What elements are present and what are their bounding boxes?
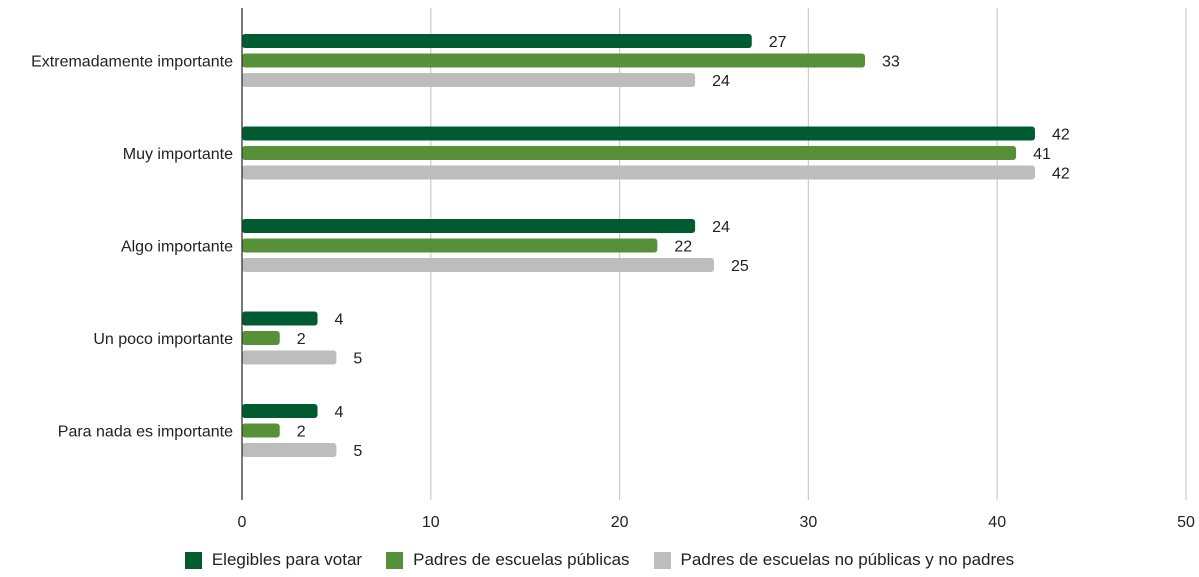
bar-2-1	[242, 238, 658, 253]
data-label-1-2: 42	[1052, 166, 1070, 183]
data-label-2-2: 25	[731, 258, 749, 275]
bar-0-1	[242, 53, 866, 68]
data-label-0-0: 27	[769, 34, 787, 51]
data-label-1-1: 41	[1033, 146, 1051, 163]
bar-4-1	[242, 423, 280, 438]
data-label-2-0: 24	[712, 219, 730, 236]
x-tick-label-4: 40	[988, 514, 1006, 531]
data-label-3-0: 4	[335, 312, 344, 329]
legend-swatch-series-1	[386, 551, 404, 569]
x-tick-label-3: 30	[800, 514, 818, 531]
legend-swatch-series-0	[184, 551, 202, 569]
bar-1-1	[242, 146, 1017, 160]
legend-item-series-1: Padres de escuelas públicas	[386, 550, 630, 570]
bar-2-2	[242, 258, 714, 272]
data-label-4-0: 4	[335, 404, 344, 421]
legend-item-series-0: Elegibles para votar	[184, 550, 363, 570]
bar-2-0	[242, 219, 696, 233]
bar-1-0	[242, 126, 1035, 141]
legend-item-series-2: Padres de escuelas no públicas y no padr…	[653, 550, 1015, 570]
category-label-2: Algo importante	[121, 239, 233, 256]
category-label-1: Muy importante	[123, 146, 233, 163]
x-tick-label-2: 20	[611, 514, 629, 531]
bar-1-2	[242, 165, 1035, 180]
data-label-3-1: 2	[297, 331, 306, 348]
bar-4-2	[242, 443, 337, 457]
data-label-2-1: 22	[674, 239, 692, 256]
data-label-1-0: 42	[1052, 127, 1070, 144]
x-tick-label-0: 0	[238, 514, 247, 531]
legend-swatch-series-2	[653, 551, 671, 569]
data-label-4-1: 2	[297, 424, 306, 441]
bar-4-0	[242, 404, 318, 418]
legend-label-series-0: Elegibles para votar	[211, 550, 363, 569]
x-tick-label-1: 10	[422, 514, 440, 531]
category-label-0: Extremadamente importante	[31, 54, 233, 71]
data-label-3-2: 5	[353, 351, 362, 368]
data-label-4-2: 5	[353, 443, 362, 460]
legend: Elegibles para votar Padres de escuelas …	[0, 550, 1199, 570]
data-label-0-1: 33	[882, 54, 900, 71]
bar-0-0	[242, 34, 752, 48]
legend-label-series-2: Padres de escuelas no públicas y no padr…	[680, 550, 1015, 569]
category-label-3: Un poco importante	[93, 331, 233, 348]
legend-label-series-1: Padres de escuelas públicas	[413, 550, 630, 569]
category-label-4: Para nada es importante	[58, 424, 233, 441]
x-tick-label-5: 50	[1177, 514, 1195, 531]
bar-3-0	[242, 311, 318, 326]
bar-3-1	[242, 331, 280, 345]
bar-0-2	[242, 73, 696, 87]
bar-3-2	[242, 350, 337, 365]
data-label-0-2: 24	[712, 73, 730, 90]
